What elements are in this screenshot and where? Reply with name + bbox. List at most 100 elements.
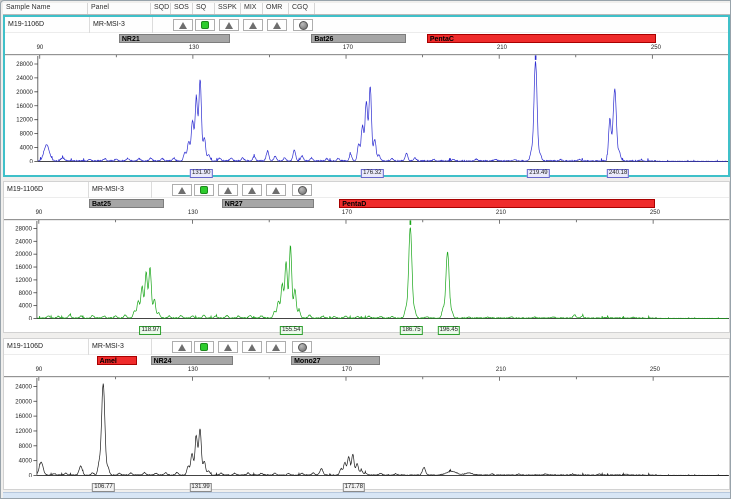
- column-header-sqd: SQD: [151, 3, 171, 14]
- electropherogram-plot[interactable]: 0 4000 8000 12000 16000 20000 24000 28000: [5, 54, 728, 168]
- marker-bar-mono27: Mono27: [291, 356, 380, 365]
- peak-labels-row: 106.77 131.99 171.78: [4, 482, 729, 494]
- y-axis-tick-label: 4000: [20, 146, 34, 152]
- y-axis-tick-label: 0: [30, 159, 34, 163]
- column-header-mix: MIX: [241, 3, 263, 14]
- x-axis-tick-label: 130: [187, 210, 198, 216]
- sos-warning-triangle-icon: [178, 186, 186, 194]
- x-axis-row: 90 130 170 210 250: [4, 366, 729, 376]
- peak-label[interactable]: 240.18: [606, 169, 630, 178]
- marker-bar-nr27: NR27: [221, 199, 315, 208]
- marker-label: Bat26: [314, 36, 334, 43]
- peak-label[interactable]: 186.75: [400, 326, 423, 335]
- x-axis-tick-label: 170: [341, 210, 352, 216]
- sample-name-cell: M19-1106D: [4, 339, 89, 355]
- sos-flag-cell: [173, 19, 193, 31]
- peak-label[interactable]: 155.54: [280, 326, 303, 335]
- y-axis-tick-label: 12000: [15, 429, 32, 435]
- mix-warning-triangle-icon: [249, 21, 257, 29]
- sample-name-cell: M19-1106D: [5, 17, 90, 33]
- x-axis-row: 90 130 170 210 250: [4, 209, 729, 219]
- mix-warning-triangle-icon: [248, 186, 256, 194]
- trace-path: [37, 61, 727, 163]
- x-axis-tick-label: 90: [35, 367, 43, 373]
- y-axis-tick-label: 20000: [16, 90, 33, 96]
- cgq-flag-cell: [292, 184, 312, 196]
- sample-row[interactable]: M19-1106D MR-MSI-3: [4, 182, 729, 198]
- x-axis-tick-label: 90: [35, 210, 43, 216]
- sample-name-cell: M19-1106D: [4, 182, 89, 198]
- electropherogram-plot[interactable]: 0 4000 8000 12000 16000 20000 24000 28000: [4, 219, 729, 325]
- y-axis-tick-label: 20000: [15, 252, 32, 258]
- marker-label: Amel: [99, 358, 117, 365]
- peak-label[interactable]: 176.32: [361, 169, 384, 178]
- x-axis-tick-label: 210: [496, 45, 507, 51]
- sq-pass-square-icon: [201, 21, 209, 29]
- sample-row[interactable]: M19-1106D MR-MSI-3: [4, 339, 729, 355]
- sos-warning-triangle-icon: [179, 21, 187, 29]
- y-axis-tick-label: 0: [29, 316, 33, 320]
- plot-canvas[interactable]: 0 4000 8000 12000 16000 20000 24000 28000: [5, 54, 728, 166]
- omr-warning-triangle-icon: [272, 186, 280, 194]
- x-axis-tick-label: 170: [341, 367, 352, 373]
- y-axis-tick-label: 0: [29, 473, 33, 477]
- trace-path: [37, 227, 728, 319]
- cursor-tick: [409, 220, 412, 225]
- x-axis-tick-label: 90: [36, 45, 44, 51]
- panel-cell: MR-MSI-3: [89, 339, 152, 355]
- peak-label[interactable]: 171.78: [342, 483, 365, 492]
- marker-label: PentaD: [342, 201, 367, 208]
- sample-block[interactable]: M19-1106D MR-MSI-3 Bat25 NR27 PentaD 90 130 170…: [3, 181, 730, 335]
- cursor-tick: [534, 55, 537, 60]
- marker-row: NR21 Bat26 PentaC: [5, 33, 728, 44]
- omr-warning-triangle-icon: [273, 21, 281, 29]
- omr-flag-cell: [266, 341, 286, 353]
- electropherogram-plot[interactable]: 0 4000 8000 12000 16000 20000 24000: [4, 376, 729, 482]
- y-axis-tick-label: 12000: [15, 278, 32, 284]
- sample-block[interactable]: M19-1106D MR-MSI-3 NR21 Bat26 PentaC 90 130 170…: [3, 15, 730, 178]
- y-axis-tick-label: 20000: [15, 399, 32, 405]
- x-axis-tick-label: 130: [188, 45, 199, 51]
- y-axis-tick-label: 16000: [16, 104, 33, 110]
- x-axis-tick-label: 170: [342, 45, 353, 51]
- y-axis-tick-label: 16000: [15, 265, 32, 271]
- sample-row[interactable]: M19-1106D MR-MSI-3: [5, 17, 728, 33]
- peak-label[interactable]: 131.90: [190, 169, 213, 178]
- cgq-status-circle-icon: [297, 342, 307, 352]
- x-axis-tick-label: 130: [187, 367, 198, 373]
- y-axis-tick-label: 24000: [16, 76, 33, 82]
- plot-canvas[interactable]: 0 4000 8000 12000 16000 20000 24000: [4, 376, 729, 480]
- peak-label[interactable]: 118.97: [139, 326, 162, 335]
- y-axis-tick-label: 12000: [16, 118, 33, 124]
- column-header-cgq: CGQ: [289, 3, 315, 14]
- sspk-flag-cell: [218, 341, 238, 353]
- cgq-flag-cell: [293, 19, 313, 31]
- x-axis-tick-label: 250: [649, 367, 660, 373]
- marker-row: Bat25 NR27 PentaD: [4, 198, 729, 209]
- x-axis-tick-label: 210: [495, 210, 506, 216]
- marker-bar-pentad: PentaD: [339, 199, 655, 208]
- marker-row: Amel NR24 Mono27: [4, 355, 729, 366]
- cgq-status-circle-icon: [297, 185, 307, 195]
- cgq-flag-cell: [292, 341, 312, 353]
- sspk-warning-triangle-icon: [224, 186, 232, 194]
- marker-bar-amel: Amel: [96, 356, 138, 365]
- peak-label[interactable]: 131.99: [189, 483, 212, 492]
- sos-warning-triangle-icon: [178, 343, 186, 351]
- peak-label[interactable]: 196.45: [437, 326, 460, 335]
- sspk-warning-triangle-icon: [224, 343, 232, 351]
- panel-cell: MR-MSI-3: [90, 17, 153, 33]
- trace-path: [36, 383, 728, 476]
- x-axis-tick-label: 250: [650, 45, 661, 51]
- next-row-strip[interactable]: [3, 492, 730, 498]
- sq-pass-square-icon: [200, 186, 208, 194]
- peak-label[interactable]: 106.77: [92, 483, 115, 492]
- sspk-flag-cell: [218, 184, 238, 196]
- x-axis-tick-label: 250: [649, 210, 660, 216]
- plot-canvas[interactable]: 0 4000 8000 12000 16000 20000 24000 28000: [4, 219, 729, 323]
- sample-block[interactable]: M19-1106D MR-MSI-3 Amel NR24 Mono27 90 130 170 2…: [3, 338, 730, 492]
- peak-label[interactable]: 219.49: [527, 169, 550, 178]
- x-axis-tick-label: 210: [495, 367, 506, 373]
- sq-pass-square-icon: [200, 343, 208, 351]
